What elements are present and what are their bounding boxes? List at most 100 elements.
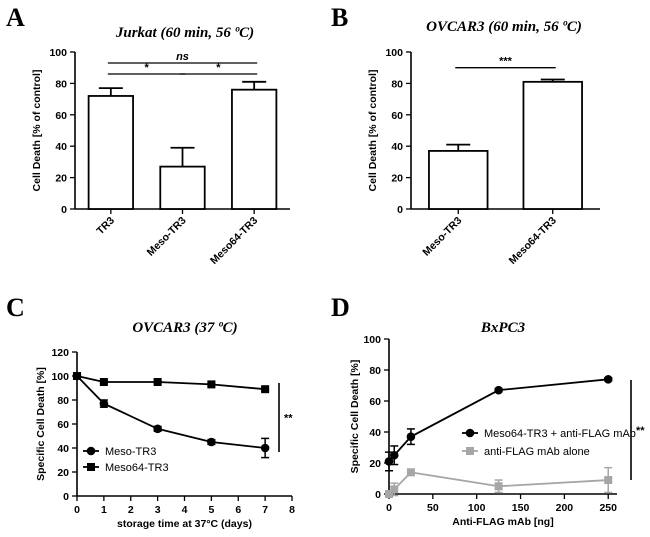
legend-marker: [465, 428, 475, 438]
data-point-meso64-tr3: [261, 385, 270, 394]
y-tick-label: 60: [391, 110, 403, 122]
legend-label: Meso64-TR3 + anti-FLAG mAb: [484, 428, 636, 440]
chart-d: 0 20 40 60 80 100 Specific Cell Death [%] BxPC3…: [349, 320, 645, 528]
y-tick-label: 80: [55, 78, 67, 90]
x-tick-label: 7: [262, 504, 268, 516]
x-tick-label: 3: [155, 504, 161, 516]
x-tick-label: 4: [182, 504, 188, 516]
data-point-anti-flag-mab-alone: [390, 485, 399, 494]
data-point-meso64-tr3-anti-flag-mab: [384, 457, 394, 466]
chart-title: OVCAR3 (60 min, 56 ºC): [426, 19, 582, 35]
chart-a: 0 20 40 60 80 100 Cell Death [% of control] Jur…: [31, 25, 290, 267]
data-point-meso64-tr3-anti-flag-mab: [389, 450, 399, 460]
x-tick-label: TR3: [94, 215, 117, 238]
x-tick-label: 100: [468, 502, 486, 514]
chart-title: OVCAR3 (37 ºC): [132, 320, 237, 336]
y-tick-label: 40: [369, 427, 381, 439]
y-tick-label: 40: [57, 443, 69, 455]
y-tick-label: 60: [57, 419, 69, 431]
data-point-anti-flag-mab-alone: [604, 476, 613, 485]
y-tick-label: 40: [55, 141, 67, 153]
y-tick-label: 60: [369, 396, 381, 408]
y-tick-label: 0: [61, 204, 67, 216]
x-tick-label: Meso64-TR3: [208, 215, 260, 267]
legend-label: Meso64-TR3: [105, 462, 169, 474]
panel-label-c: C: [6, 293, 25, 322]
y-tick-label: 100: [51, 371, 69, 383]
y-tick-label: 80: [391, 78, 403, 90]
x-tick-label: 0: [386, 502, 392, 514]
y-tick-label: 0: [63, 491, 69, 503]
legend-marker: [466, 447, 474, 455]
data-point-meso64-tr3-anti-flag-mab: [494, 385, 503, 395]
data-point-meso64-tr3: [73, 372, 81, 380]
data-point-meso64-tr3: [207, 380, 216, 389]
data-point-meso64-tr3-anti-flag-mab: [406, 432, 416, 441]
x-tick-label: 50: [427, 502, 439, 514]
chart-title: Jurkat (60 min, 56 ºC): [115, 25, 254, 41]
x-axis-label: storage time at 37°C (days): [117, 518, 252, 530]
y-axis-label: Cell Death [% of control]: [31, 70, 43, 192]
y-tick-label: 100: [363, 334, 381, 346]
data-point-meso64-tr3: [99, 378, 108, 386]
y-tick-label: 20: [369, 458, 381, 470]
y-tick-label: 120: [51, 347, 69, 359]
x-tick-label: Meso64-TR3: [507, 215, 559, 267]
bar-meso64-tr3: [522, 80, 583, 210]
data-point-meso-tr3: [207, 437, 216, 447]
data-point-anti-flag-mab-alone: [494, 482, 503, 491]
panel-label-b: B: [331, 3, 348, 32]
bar-meso-tr3: [428, 150, 489, 210]
y-tick-label: 20: [391, 173, 403, 185]
data-point-meso-tr3: [99, 399, 109, 408]
x-tick-label: Meso-TR3: [420, 215, 464, 259]
panel-label-d: D: [331, 293, 350, 322]
x-tick-label: Meso-TR3: [145, 215, 189, 259]
y-tick-label: 20: [57, 467, 69, 479]
y-axis-label: Specific Cell Death [%]: [349, 360, 361, 474]
data-point-anti-flag-mab-alone: [406, 468, 415, 477]
x-tick-label: 5: [208, 504, 214, 516]
significance-label: **: [284, 413, 293, 425]
chart-title: BxPC3: [480, 320, 526, 336]
y-tick-label: 80: [57, 395, 69, 407]
significance-label: *: [216, 62, 221, 74]
significance-label: ***: [499, 56, 513, 68]
x-tick-label: 200: [556, 502, 574, 514]
data-point-meso64-tr3-anti-flag-mab: [603, 375, 613, 384]
x-tick-label: 150: [512, 502, 530, 514]
bar-tr3: [87, 95, 134, 210]
x-axis-label: Anti-FLAG mAb [ng]: [452, 516, 553, 528]
panel-label-a: A: [6, 3, 25, 32]
chart-b: 0 20 40 60 80 100 Cell Death [% of control] OVC…: [367, 19, 600, 267]
x-tick-label: 0: [74, 504, 80, 516]
x-tick-label: 1: [101, 504, 107, 516]
legend-marker: [86, 446, 96, 456]
data-point-meso64-tr3: [153, 378, 162, 386]
y-axis-label: Cell Death [% of control]: [367, 70, 379, 192]
data-point-meso-tr3: [153, 424, 162, 434]
y-tick-label: 0: [397, 204, 403, 216]
y-tick-label: 60: [55, 110, 67, 122]
data-point-meso-tr3: [260, 443, 270, 453]
y-axis-label: Specific Cell Death [%]: [35, 367, 47, 481]
bar-meso-tr3: [159, 165, 206, 210]
y-tick-label: 100: [49, 47, 67, 59]
significance-label: *: [145, 62, 150, 74]
y-tick-label: 80: [369, 365, 381, 377]
y-tick-label: 100: [385, 47, 403, 59]
y-tick-label: 20: [55, 173, 67, 185]
x-tick-label: 8: [289, 504, 295, 516]
legend-marker: [87, 463, 95, 471]
x-tick-label: 250: [599, 502, 617, 514]
bar-meso64-tr3: [231, 88, 278, 210]
x-tick-label: 2: [128, 504, 134, 516]
data-point-anti-flag-mab-alone: [385, 490, 393, 498]
y-tick-label: 40: [391, 141, 403, 153]
significance-label: **: [636, 425, 645, 437]
y-tick-label: 0: [375, 489, 381, 501]
legend-label: Meso-TR3: [105, 446, 156, 458]
significance-label: ns: [176, 51, 189, 63]
